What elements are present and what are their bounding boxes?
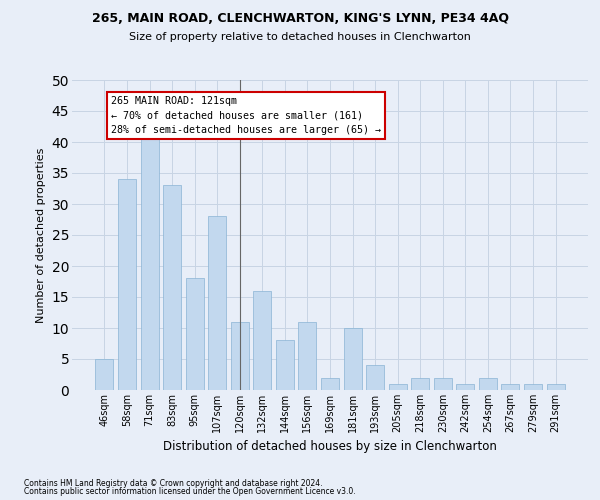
Bar bbox=[321, 378, 339, 390]
Bar bbox=[479, 378, 497, 390]
Bar bbox=[389, 384, 407, 390]
X-axis label: Distribution of detached houses by size in Clenchwarton: Distribution of detached houses by size … bbox=[163, 440, 497, 454]
Bar bbox=[411, 378, 429, 390]
Bar bbox=[344, 328, 362, 390]
Bar bbox=[118, 179, 136, 390]
Text: 265 MAIN ROAD: 121sqm
← 70% of detached houses are smaller (161)
28% of semi-det: 265 MAIN ROAD: 121sqm ← 70% of detached … bbox=[111, 96, 381, 135]
Bar bbox=[163, 186, 181, 390]
Bar bbox=[140, 130, 158, 390]
Bar bbox=[547, 384, 565, 390]
Bar bbox=[502, 384, 520, 390]
Bar bbox=[95, 359, 113, 390]
Text: Contains public sector information licensed under the Open Government Licence v3: Contains public sector information licen… bbox=[24, 487, 356, 496]
Text: Size of property relative to detached houses in Clenchwarton: Size of property relative to detached ho… bbox=[129, 32, 471, 42]
Bar bbox=[253, 291, 271, 390]
Text: 265, MAIN ROAD, CLENCHWARTON, KING'S LYNN, PE34 4AQ: 265, MAIN ROAD, CLENCHWARTON, KING'S LYN… bbox=[91, 12, 509, 26]
Bar bbox=[185, 278, 204, 390]
Bar bbox=[276, 340, 294, 390]
Text: Contains HM Land Registry data © Crown copyright and database right 2024.: Contains HM Land Registry data © Crown c… bbox=[24, 478, 323, 488]
Bar bbox=[524, 384, 542, 390]
Bar bbox=[231, 322, 249, 390]
Bar bbox=[298, 322, 316, 390]
Bar bbox=[208, 216, 226, 390]
Bar bbox=[434, 378, 452, 390]
Bar bbox=[366, 365, 384, 390]
Y-axis label: Number of detached properties: Number of detached properties bbox=[36, 148, 46, 322]
Bar bbox=[456, 384, 475, 390]
